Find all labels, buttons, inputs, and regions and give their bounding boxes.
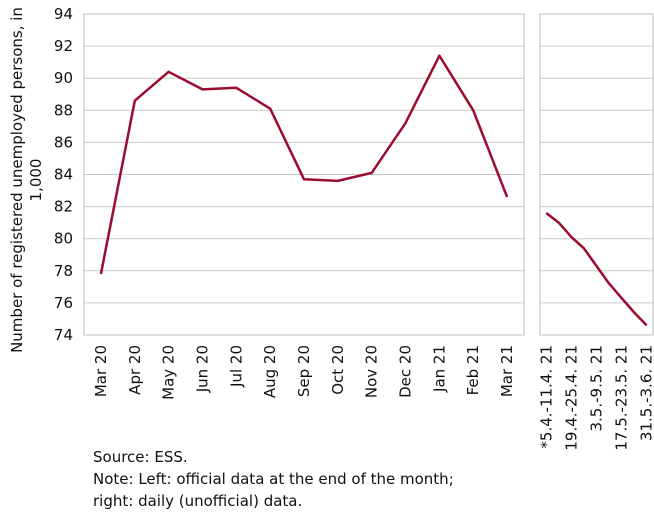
y-axis-label: 1,000 [27,159,45,202]
data-line [99,54,509,275]
x-tick-label: Oct 20 [329,345,347,395]
x-tick-label: May 20 [160,345,178,400]
y-tick-label: 74 [54,326,73,344]
plot-frame [539,13,654,336]
x-tick-label: 31.5.-3.6. 21 [638,345,654,441]
x-tick-label: Dec 20 [397,345,415,398]
y-tick-label: 84 [54,166,73,184]
note: Note: Left: official data at the end of … [93,470,454,488]
y-tick-label: 94 [54,5,73,23]
x-tick-label: Mar 21 [498,345,516,397]
y-axis-label: Number of registered unemployed persons,… [8,7,26,353]
y-tick-label: 92 [54,37,73,55]
x-tick-label: 3.5.-9.5. 21 [588,345,606,432]
x-tick-label: Nov 20 [363,345,381,398]
x-tick-label: Aug 20 [261,345,279,398]
x-tick-label: Feb 21 [464,345,482,395]
y-tick-label: 86 [54,133,73,151]
y-tick-label: 78 [54,262,73,280]
x-tick-label: Mar 20 [92,345,110,397]
x-tick-label: 17.5.-23.5. 21 [613,345,631,451]
y-tick-label: 90 [54,69,73,87]
y-tick-label: 82 [54,198,73,216]
y-tick-label: 88 [54,101,73,119]
x-tick-label: Jan 21 [430,345,448,393]
x-tick-label: Sep 20 [295,345,313,397]
plot-frame [83,13,525,336]
x-tick-label: 19.4.-25.4. 21 [562,345,580,451]
y-tick-label: 76 [54,294,73,312]
x-tick-label: Jun 20 [193,345,211,393]
x-tick-label: Jul 20 [227,345,245,388]
note: right: daily (unofficial) data. [93,492,302,510]
x-tick-label: *5.4.-11.4. 21 [537,345,555,449]
x-tick-label: Apr 20 [126,345,144,395]
data-line [545,212,648,327]
y-tick-label: 80 [54,230,73,248]
note: Source: ESS. [93,448,188,466]
